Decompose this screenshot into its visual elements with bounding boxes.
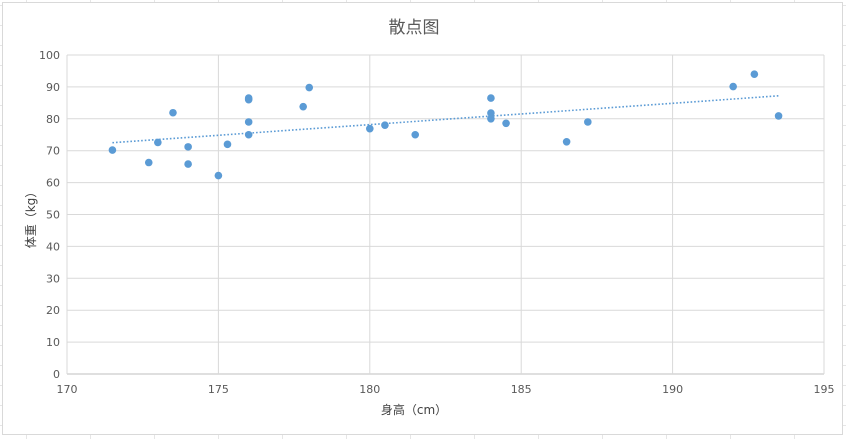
y-tick-label: 0 [53,368,60,381]
data-point[interactable] [366,124,374,133]
x-tick-label: 175 [208,383,229,396]
y-tick-label: 30 [46,272,60,285]
y-tick-label: 60 [46,177,60,190]
x-tick-label: 190 [662,383,683,396]
y-tick-label: 50 [46,209,60,222]
data-point[interactable] [214,171,223,180]
data-point[interactable] [381,121,389,129]
data-point[interactable] [729,82,737,91]
data-point[interactable] [299,102,307,111]
x-tick-label: 180 [359,383,380,396]
data-point[interactable] [750,70,759,78]
data-point[interactable] [411,130,420,139]
data-point[interactable] [184,143,192,151]
data-point[interactable] [184,160,192,168]
x-axis-title: 身高（cm） [381,402,447,417]
y-tick-label: 100 [39,49,60,62]
y-tick-label: 90 [46,81,60,94]
data-point[interactable] [584,118,592,126]
data-point[interactable] [244,130,253,139]
data-point[interactable] [244,118,253,126]
data-point[interactable] [562,137,571,146]
gridlines [66,54,825,375]
data-point[interactable] [223,140,232,149]
y-tick-labels: 0 10 20 30 40 50 60 70 80 90 100 [39,49,60,381]
data-point[interactable] [244,95,253,104]
data-point[interactable] [502,119,510,128]
x-tick-label: 195 [814,383,835,396]
data-point[interactable] [487,109,495,117]
x-tick-labels: 170 175 180 185 190 195 [57,383,835,396]
y-tick-label: 70 [46,145,60,158]
x-tick-label: 170 [57,383,78,396]
chart-title: 散点图 [389,18,440,38]
data-point[interactable] [144,158,153,167]
data-point[interactable] [169,108,177,117]
data-point[interactable] [108,146,117,154]
x-tick-label: 185 [511,383,532,396]
data-points [108,70,783,180]
y-tick-label: 20 [46,304,60,317]
scatter-chart: 散点图 170 175 180 185 190 195 0 10 20 30 40 50 60 70 80… [24,18,835,417]
y-tick-label: 40 [46,240,60,253]
data-point[interactable] [487,115,495,123]
data-point[interactable] [154,138,162,147]
y-tick-label: 10 [46,336,60,349]
y-tick-label: 80 [46,113,60,126]
y-axis-title: 体重（kg） [24,186,38,249]
data-point[interactable] [487,94,495,102]
data-point[interactable] [305,83,314,92]
data-point[interactable] [774,112,783,120]
